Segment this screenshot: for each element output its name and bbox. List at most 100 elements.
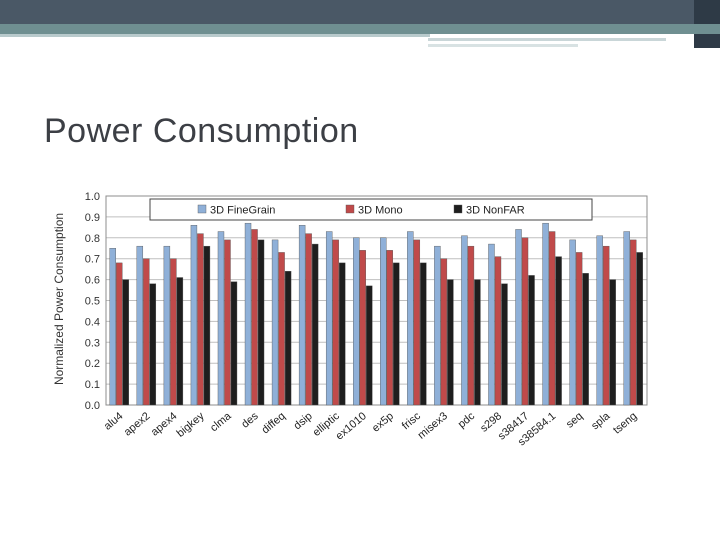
y-tick-label: 1.0 (85, 191, 100, 203)
x-tick-label: ex5p (370, 410, 396, 435)
bar-3d-nonfar-s38417 (528, 275, 535, 406)
bar-3d-finegrain-s38584-1 (542, 222, 549, 406)
x-tick-label: tseng (611, 410, 639, 436)
y-tick-label: 0.6 (85, 275, 100, 287)
x-tick-label: misex3 (416, 410, 450, 442)
legend-swatch (453, 204, 463, 214)
y-tick-label: 0.9 (85, 212, 100, 224)
bar-3d-mono-ex5p (386, 250, 393, 406)
bar-3d-nonfar-s298 (501, 283, 508, 406)
y-tick-label: 0.8 (85, 233, 100, 245)
bar-3d-nonfar-bigkey (203, 245, 211, 406)
legend-swatch (197, 204, 207, 214)
y-tick-label: 0.7 (85, 254, 100, 266)
bar-3d-mono-tseng (630, 239, 637, 406)
y-tick-label: 0.0 (85, 400, 100, 412)
bar-3d-mono-bigkey (197, 233, 204, 406)
y-tick-label: 0.3 (85, 337, 100, 349)
bar-3d-mono-apex4 (170, 258, 177, 406)
bar-3d-finegrain-frisc (407, 231, 414, 406)
bar-3d-finegrain-ex5p (380, 237, 387, 406)
bar-3d-finegrain-spla (596, 235, 603, 406)
y-tick-label: 0.1 (85, 379, 100, 391)
bar-3d-finegrain-bigkey (190, 225, 198, 406)
bar-3d-finegrain-tseng (623, 231, 630, 406)
x-tick-label: pdc (456, 410, 478, 431)
header-accent-band (0, 24, 720, 34)
bar-3d-finegrain-apex2 (136, 245, 144, 406)
bar-3d-nonfar-pdc (474, 279, 481, 406)
slide-title: Power Consumption (44, 112, 359, 150)
bar-3d-nonfar-frisc (420, 262, 427, 406)
bar-3d-finegrain-des (244, 222, 252, 406)
bar-3d-nonfar-dsip (311, 243, 319, 406)
bar-3d-mono-seq (575, 252, 583, 406)
bar-3d-mono-dsip (305, 233, 312, 406)
bar-3d-mono-diffeq (278, 252, 285, 406)
bar-3d-mono-clma (224, 239, 231, 406)
bar-3d-mono-s38584-1 (548, 231, 556, 406)
x-tick-label: ex1010 (334, 410, 369, 442)
bar-3d-finegrain-s38417 (515, 229, 522, 406)
bar-3d-finegrain-diffeq (271, 239, 279, 406)
bar-3d-mono-misex3 (440, 258, 448, 406)
bar-3d-mono-pdc (467, 245, 475, 406)
y-tick-label: 0.4 (85, 316, 100, 328)
bar-3d-finegrain-apex4 (163, 245, 171, 406)
x-tick-label: diffeq (260, 410, 288, 436)
bar-3d-finegrain-ex1010 (353, 237, 360, 406)
bar-3d-finegrain-seq (569, 239, 576, 406)
bar-3d-mono-ex1010 (359, 250, 366, 406)
bar-3d-finegrain-dsip (298, 225, 306, 406)
bar-3d-nonfar-s38584-1 (555, 256, 562, 406)
legend-label: 3D FineGrain (210, 205, 275, 217)
bar-3d-nonfar-tseng (636, 252, 643, 406)
x-tick-label: des (239, 410, 261, 431)
bar-3d-mono-frisc (413, 239, 421, 406)
plot-area-border (105, 195, 648, 406)
bar-3d-nonfar-diffeq (284, 271, 292, 406)
x-tick-label: apex2 (122, 410, 153, 438)
bar-3d-nonfar-ex1010 (366, 285, 373, 406)
header-bar (0, 0, 720, 24)
bar-3d-finegrain-misex3 (434, 245, 441, 406)
bar-3d-finegrain-elliptic (325, 231, 333, 406)
x-tick-label: clma (208, 410, 234, 435)
bar-3d-nonfar-spla (609, 279, 616, 406)
bar-3d-mono-elliptic (332, 239, 339, 406)
bar-3d-nonfar-apex2 (149, 283, 157, 406)
bar-3d-finegrain-alu4 (109, 248, 116, 406)
header-accent-line-short (428, 38, 666, 41)
y-tick-label: 0.5 (85, 296, 100, 308)
bar-3d-mono-spla (602, 245, 610, 406)
bar-3d-mono-s298 (494, 256, 502, 406)
x-tick-label: spla (589, 410, 613, 433)
bar-3d-nonfar-elliptic (338, 262, 346, 406)
x-tick-label: bigkey (175, 410, 207, 440)
header-accent-line (0, 34, 430, 37)
legend-box (149, 198, 593, 221)
x-tick-label: apex4 (149, 410, 180, 438)
bar-3d-nonfar-des (257, 239, 265, 406)
bar-3d-mono-des (251, 229, 258, 406)
bar-3d-nonfar-alu4 (122, 279, 129, 406)
legend-swatch (345, 204, 355, 214)
x-tick-label: seq (564, 410, 585, 431)
bar-3d-finegrain-s298 (488, 243, 495, 406)
bar-3d-mono-s38417 (521, 237, 529, 406)
bar-3d-nonfar-apex4 (176, 277, 184, 406)
bar-3d-nonfar-seq (582, 273, 589, 406)
header-accent-line-shortest (428, 44, 578, 47)
bar-3d-nonfar-ex5p (393, 262, 400, 406)
y-tick-label: 0.2 (85, 358, 100, 370)
bar-3d-nonfar-misex3 (447, 279, 454, 406)
bar-3d-mono-apex2 (143, 258, 150, 406)
bar-3d-finegrain-pdc (461, 235, 468, 406)
bar-3d-mono-alu4 (116, 262, 123, 406)
bar-3d-nonfar-clma (230, 281, 238, 406)
bar-3d-finegrain-clma (217, 231, 225, 406)
bar-chart: Normalized Power Consumption 0.0 0.1 0.2 0.… (52, 191, 648, 448)
legend-label: 3D Mono (358, 205, 403, 217)
y-axis-label: Normalized Power Consumption (52, 213, 66, 385)
legend-label: 3D NonFAR (466, 205, 525, 217)
